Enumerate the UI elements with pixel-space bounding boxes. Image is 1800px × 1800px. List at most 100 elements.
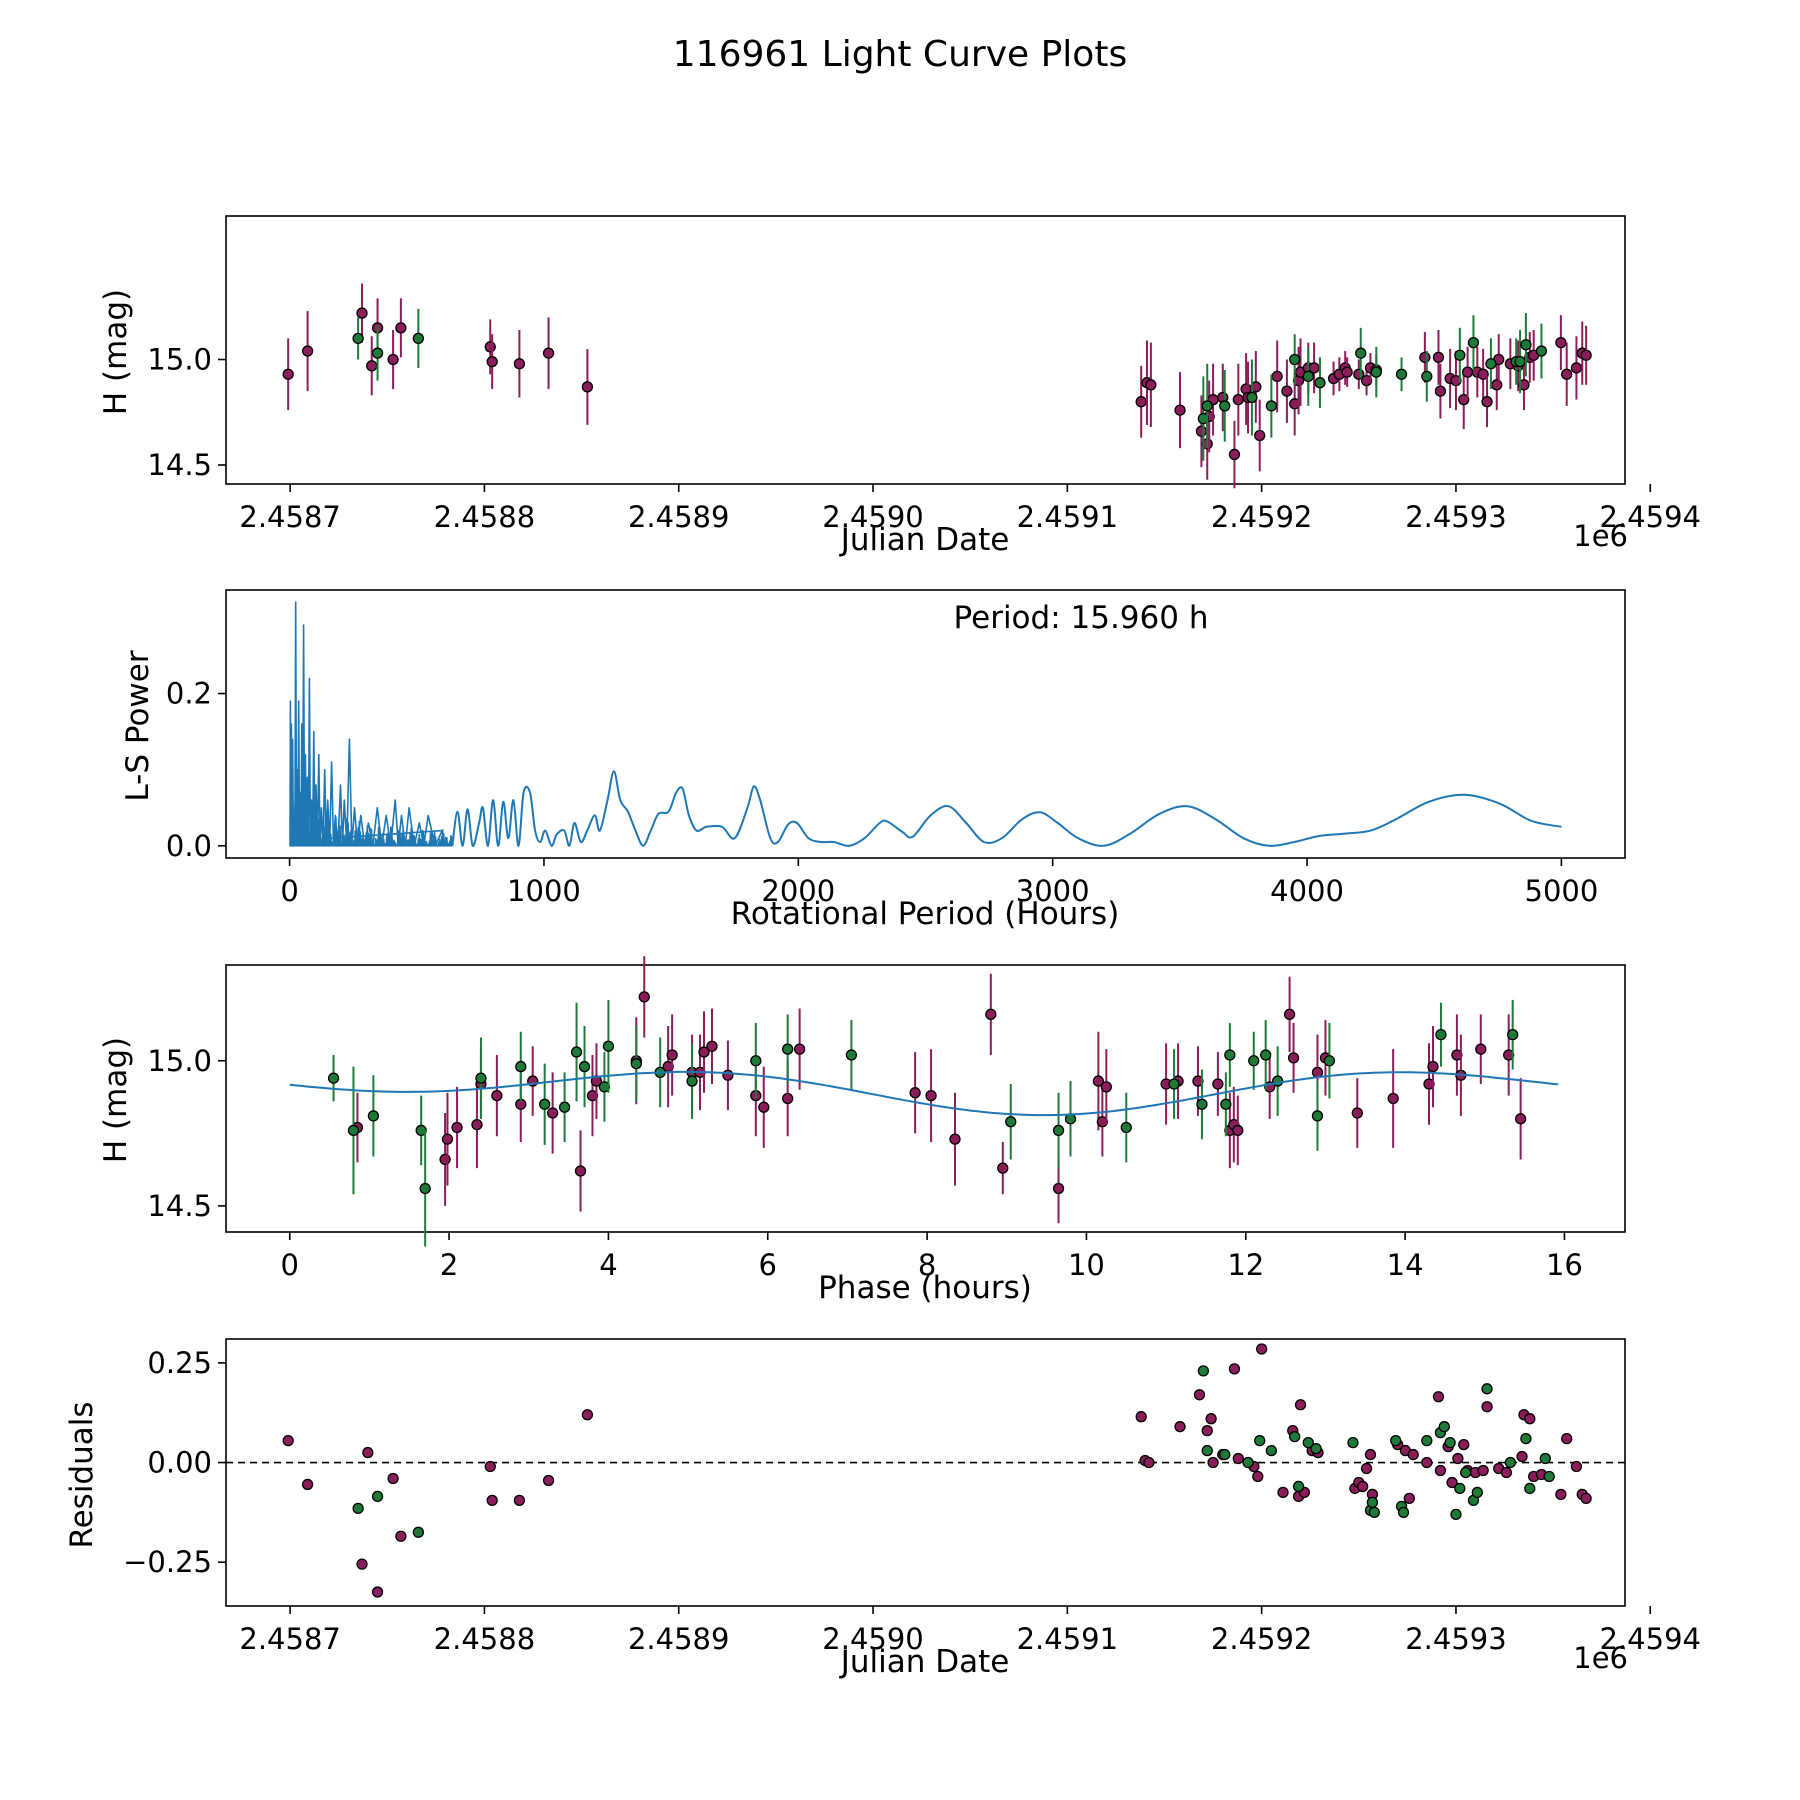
lightcurve-ylabel: H (mag): [98, 289, 134, 415]
phased-xtick-label: 12: [1227, 1248, 1264, 1282]
lightcurve-point-green: [371, 347, 384, 359]
lightcurve-point-green: [1520, 339, 1532, 351]
lightcurve-point-green: [1289, 353, 1301, 366]
lightcurve-ytick-label: 15.0: [147, 342, 212, 376]
phased-point-magenta: [722, 1069, 734, 1081]
residuals-point-magenta: [1516, 1450, 1528, 1463]
phased-point-magenta: [1192, 1075, 1204, 1087]
lightcurve-point-magenta: [387, 353, 399, 366]
residuals-point-green: [1302, 1436, 1314, 1449]
phased-point-magenta: [1503, 1049, 1515, 1061]
phased-point-magenta: [1427, 1060, 1439, 1073]
residuals-point-green: [1390, 1434, 1402, 1447]
residuals-point-magenta: [513, 1494, 526, 1507]
residuals-point-magenta: [1500, 1466, 1513, 1479]
phased-point-green: [602, 1040, 615, 1052]
periodogram-smooth-series: [451, 770, 1562, 847]
lightcurve-point-green: [1395, 368, 1408, 380]
residuals-point-magenta: [1360, 1462, 1373, 1475]
residuals-point-green: [1292, 1480, 1305, 1493]
phased-point-green: [1311, 1110, 1324, 1122]
residuals-xlabel: Julian Date: [839, 1644, 1010, 1680]
phased-point-magenta: [1351, 1107, 1363, 1119]
phased-point-magenta: [546, 1107, 559, 1119]
periodogram-ylabel: L-S Power: [120, 650, 156, 801]
phased-xtick-label: 6: [759, 1248, 777, 1282]
lightcurve-xtick-label: 2.4590: [822, 500, 923, 534]
lightcurve-point-green: [1467, 336, 1480, 349]
lightcurve-panel: Julian Date H (mag) 1e6 2.4587 2.4588 2.45…: [98, 215, 1701, 558]
residuals-point-green: [1481, 1383, 1493, 1395]
phased-point-green: [558, 1101, 571, 1113]
phased-point-green: [1052, 1124, 1065, 1137]
residuals-ytick-label: 0.25: [147, 1346, 212, 1380]
lightcurve-x-offset: 1e6: [1573, 519, 1628, 553]
lightcurve-point-magenta: [1518, 379, 1530, 391]
residuals-point-magenta: [1407, 1448, 1419, 1461]
residuals-axes-frame: [225, 1338, 1626, 1607]
phased-xtick-label: 14: [1387, 1248, 1424, 1282]
residuals-point-magenta: [387, 1472, 399, 1485]
periodogram-panel: Rotational Period (Hours) L-S Power Peri…: [120, 589, 1626, 932]
residuals-point-green: [1444, 1436, 1456, 1449]
residuals-point-magenta: [371, 1586, 384, 1598]
lightcurve-point-magenta: [1174, 404, 1186, 416]
lightcurve-point-magenta: [1419, 351, 1431, 364]
lightcurve-point-magenta: [1580, 349, 1592, 361]
lightcurve-point-green: [1302, 370, 1314, 383]
phased-point-green: [1220, 1098, 1232, 1110]
lightcurve-point-magenta: [282, 368, 294, 380]
lightcurve-point-magenta: [1360, 374, 1373, 387]
phased-point-magenta: [909, 1087, 921, 1099]
phased-point-magenta: [985, 1008, 997, 1020]
residuals-point-magenta: [362, 1446, 374, 1459]
residuals-point-green: [1242, 1456, 1254, 1469]
residuals-point-magenta: [356, 1558, 368, 1570]
phased-point-green: [1271, 1075, 1284, 1087]
lightcurve-point-magenta: [356, 307, 368, 319]
phased-point-green: [1224, 1049, 1236, 1061]
residuals-point-magenta: [1201, 1425, 1213, 1437]
residuals-point-green: [1421, 1434, 1433, 1447]
lightcurve-point-magenta: [1561, 368, 1573, 380]
lightcurve-xtick-label: 2.4592: [1211, 500, 1312, 534]
residuals-point-magenta: [1135, 1411, 1147, 1423]
residuals-point-magenta: [1207, 1456, 1219, 1469]
phased-point-magenta: [997, 1162, 1009, 1174]
residuals-point-magenta: [1232, 1452, 1244, 1465]
phased-point-green: [782, 1043, 794, 1055]
residuals-point-magenta: [1561, 1432, 1573, 1445]
residuals-point-magenta: [1403, 1492, 1415, 1505]
residuals-point-magenta: [1570, 1460, 1583, 1473]
residuals-point-green: [1289, 1430, 1301, 1443]
phased-axes-frame: [225, 964, 1626, 1233]
residuals-xtick-label: 2.4590: [822, 1622, 923, 1656]
phased-point-green: [845, 1049, 858, 1061]
phased-point-magenta: [1475, 1043, 1487, 1055]
phased-xtick-label: 8: [918, 1248, 936, 1282]
residuals-point-green: [1366, 1496, 1379, 1509]
lightcurve-point-magenta: [1228, 448, 1241, 461]
phased-point-magenta: [698, 1046, 710, 1058]
residuals-ytick-label: −0.25: [123, 1545, 212, 1579]
residuals-xtick-label: 2.4592: [1211, 1622, 1312, 1656]
lightcurve-point-magenta: [486, 355, 498, 368]
lightcurve-point-green: [1197, 412, 1210, 425]
lightcurve-xtick-label: 2.4589: [628, 500, 729, 534]
residuals-xtick-label: 2.4589: [628, 1622, 729, 1656]
lightcurve-point-magenta: [1434, 385, 1447, 397]
phased-model-curve: [289, 1070, 1559, 1117]
phased-point-magenta: [1052, 1182, 1065, 1195]
residuals-point-green: [1397, 1506, 1410, 1519]
residuals-point-green: [1265, 1444, 1278, 1457]
phased-point-magenta: [586, 1089, 599, 1102]
residuals-xtick-label: 2.4594: [1600, 1622, 1701, 1656]
phased-point-green: [419, 1182, 431, 1195]
phased-point-green: [1260, 1049, 1272, 1061]
lightcurve-ytick-label: 14.5: [147, 448, 212, 482]
lightcurve-point-magenta: [1432, 351, 1445, 364]
residuals-point-magenta: [542, 1474, 555, 1487]
residuals-point-magenta: [1357, 1480, 1369, 1493]
lightcurve-point-green: [1485, 358, 1497, 370]
lightcurve-point-green: [1265, 400, 1278, 412]
